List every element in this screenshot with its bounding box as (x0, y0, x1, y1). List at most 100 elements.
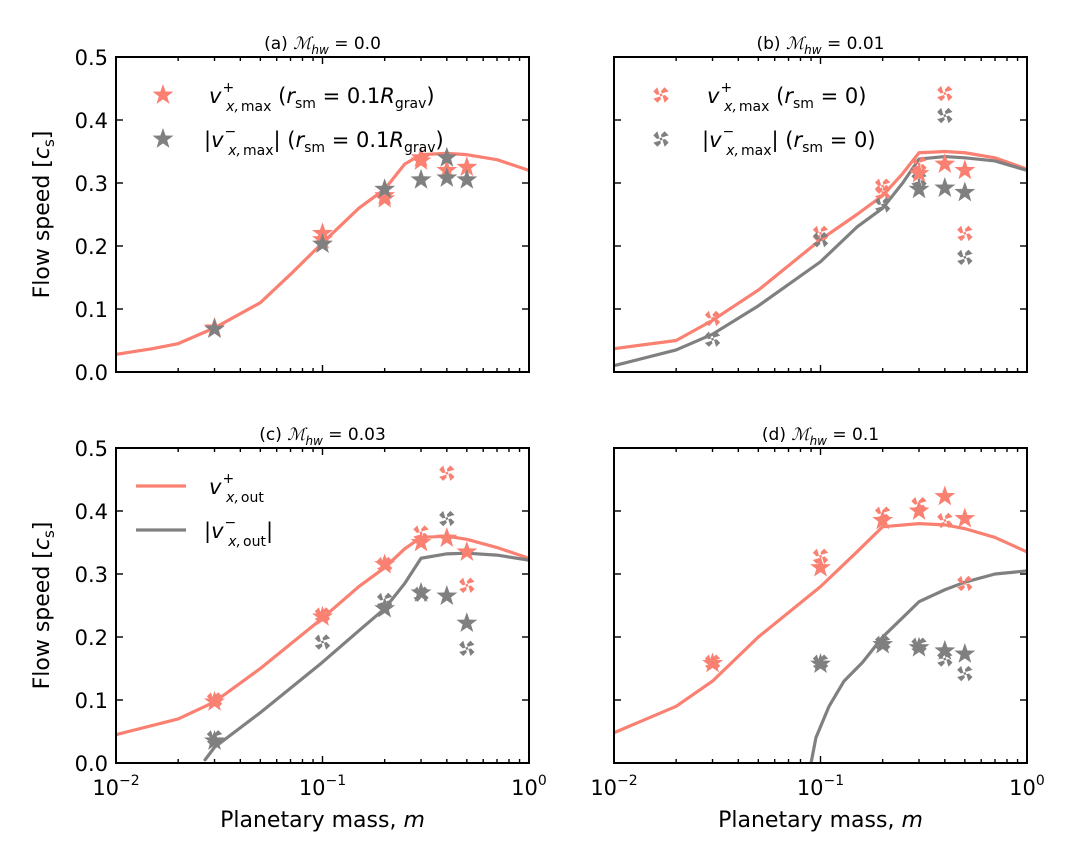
x-marker (459, 577, 475, 594)
y-tick-label: 0.2 (75, 626, 108, 650)
x-marker (937, 512, 953, 529)
legend-label: |v− x, max| (rsm = 0.1Rgrav) (204, 124, 444, 159)
y-tick-label: 0.1 (75, 298, 108, 322)
star-marker (204, 318, 225, 339)
legend-star-marker (152, 84, 174, 104)
x-marker (874, 197, 891, 213)
star-marker (908, 162, 930, 183)
star-marker (436, 527, 458, 547)
legend-label: v+ x, max (rsm = 0) (707, 80, 866, 115)
y-axis-label: Flow speed [cs] (30, 131, 58, 299)
y-tick-label: 0.3 (75, 172, 108, 196)
star-marker (934, 177, 956, 197)
star-marker (872, 633, 894, 654)
star-marker (456, 156, 478, 177)
x-marker (937, 85, 953, 102)
x-marker (957, 225, 973, 242)
axes-frame (613, 56, 1028, 373)
y-tick-label: 0.4 (75, 109, 108, 133)
star-marker (410, 531, 432, 552)
axes-frame (613, 447, 1028, 764)
star-marker (908, 178, 930, 199)
star-marker (456, 540, 478, 561)
plot-area (116, 465, 529, 762)
legend-label: v+ x, out (209, 471, 264, 506)
legend-x-marker (653, 87, 669, 103)
star-marker (204, 729, 225, 750)
y-tick-label: 0.1 (75, 689, 108, 713)
x-marker (439, 510, 455, 527)
star-marker (312, 222, 333, 243)
panel-title: (c) ℳhw = 0.03 (259, 425, 386, 448)
x-marker (704, 331, 721, 347)
star-marker (702, 652, 723, 673)
y-axis-label: Flow speed [cs] (30, 522, 58, 690)
legend: v+ x, max (rsm = 0) |v− x, max| (rsm = 0) (653, 80, 876, 159)
series-line (809, 569, 1027, 763)
star-marker (954, 159, 976, 180)
x-tick-label: 100 (1009, 773, 1045, 800)
plot-area (614, 485, 1027, 763)
legend: v+ x, max (rsm = 0.1Rgrav) |v− x, max| (rsm =… (152, 80, 444, 159)
panel-b: (b) ℳhw = 0.01 v+ x, max (rsm = 0) |v− x, max|… (613, 34, 1028, 373)
star-marker (312, 605, 333, 626)
star-marker (934, 153, 956, 173)
star-marker (410, 146, 432, 167)
plot-area (614, 85, 1027, 368)
y-tick-label: 0.5 (75, 46, 108, 70)
x-marker (937, 107, 953, 124)
star-marker (810, 556, 831, 577)
plot-area (116, 146, 529, 356)
x-marker (812, 232, 829, 248)
legend-label: |v− x, out| (204, 515, 273, 550)
x-marker (957, 575, 973, 592)
legend-star-marker (152, 128, 174, 148)
x-tick-label: 10−1 (299, 773, 346, 800)
star-marker (436, 166, 458, 187)
panel-title: (b) ℳhw = 0.01 (757, 34, 885, 57)
y-tick-label: 0.5 (75, 437, 108, 461)
star-marker (872, 509, 894, 530)
x-tick-label: 10−2 (92, 773, 139, 800)
star-marker (908, 500, 930, 520)
star-marker (374, 553, 396, 574)
star-marker (374, 597, 396, 618)
x-marker (874, 178, 891, 194)
panel-title: (d) ℳhw = 0.1 (762, 425, 879, 448)
x-marker (957, 665, 973, 682)
star-marker (456, 612, 478, 633)
y-tick-label: 0.0 (75, 752, 108, 776)
star-marker (954, 507, 976, 528)
legend-label: v+ x, max (rsm = 0.1Rgrav) (209, 80, 435, 115)
axes-frame (115, 447, 530, 764)
x-marker (314, 634, 331, 650)
legend: v+ x, out |v− x, out| (136, 471, 273, 550)
axes-frame (115, 56, 530, 373)
panel-title: (a) ℳhw = 0.0 (264, 34, 381, 57)
x-axis-label: Planetary mass, m (718, 808, 923, 833)
y-tick-label: 0.4 (75, 500, 108, 524)
series-line (203, 551, 529, 762)
x-marker (439, 465, 455, 481)
x-tick-label: 10−1 (797, 773, 844, 800)
star-marker (436, 585, 458, 605)
x-marker (957, 249, 973, 266)
panel-d: (d) ℳhw = 0.1 10−2 10−1 100 (590, 425, 1045, 800)
panel-c: (c) ℳhw = 0.03 0.0 0.1 0.2 0.3 0.4 0.5 10−2 10−1… (75, 425, 547, 800)
star-marker (908, 636, 930, 657)
star-marker (374, 187, 396, 208)
series-line (116, 534, 529, 737)
star-marker (312, 233, 333, 254)
x-tick-label: 10−2 (590, 773, 637, 800)
series-line (614, 522, 1027, 735)
x-marker (704, 310, 721, 327)
x-axis-label: Planetary mass, m (220, 808, 425, 833)
star-marker (204, 690, 225, 711)
y-tick-label: 0.0 (75, 361, 108, 385)
panel-a: (a) ℳhw = 0.0 0.0 0.1 0.2 0.3 0.4 0.5 v+ x, max (… (75, 34, 530, 385)
y-tick-label: 0.2 (75, 235, 108, 259)
star-marker (954, 181, 976, 202)
star-marker (456, 168, 478, 189)
star-marker (954, 643, 976, 663)
